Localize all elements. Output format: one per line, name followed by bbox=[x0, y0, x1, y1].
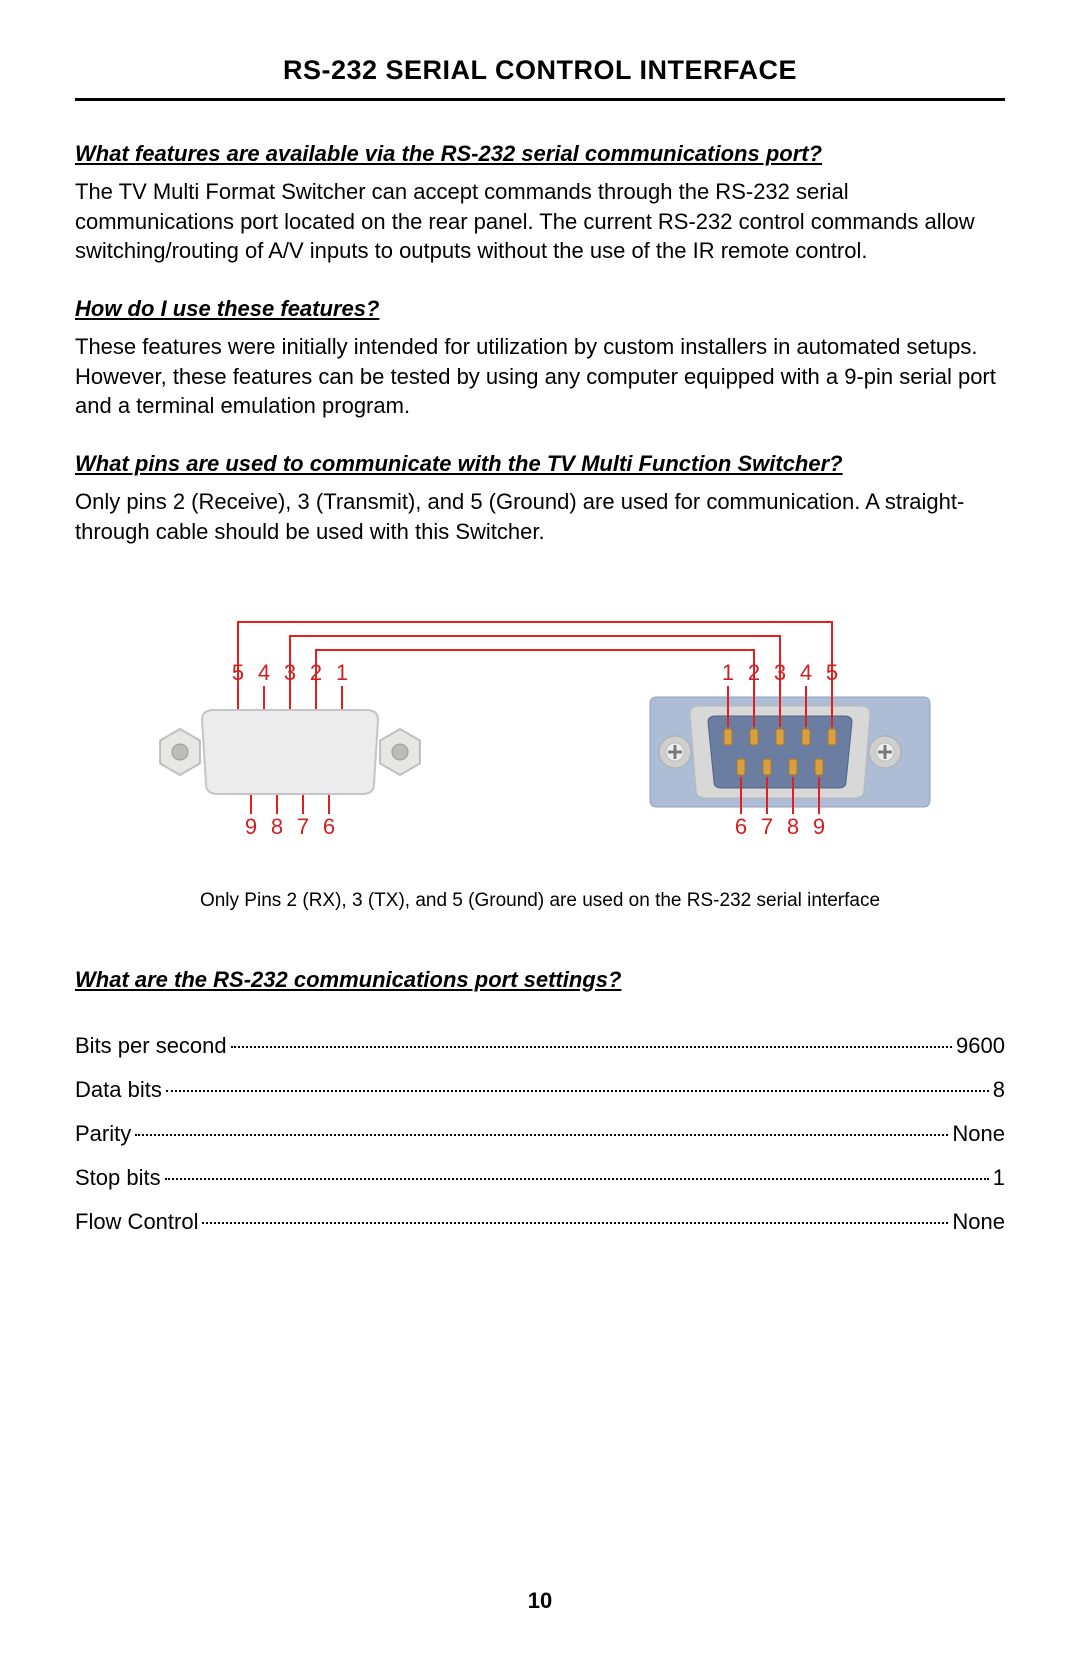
svg-text:2: 2 bbox=[310, 660, 322, 685]
question-4-heading: What are the RS-232 communications port … bbox=[75, 967, 1005, 993]
setting-value: 8 bbox=[993, 1077, 1005, 1103]
svg-text:6: 6 bbox=[323, 814, 335, 839]
question-3-body: Only pins 2 (Receive), 3 (Transmit), and… bbox=[75, 487, 1005, 546]
svg-text:6: 6 bbox=[735, 814, 747, 839]
setting-leader-dots bbox=[231, 1046, 952, 1048]
svg-text:8: 8 bbox=[271, 814, 283, 839]
page-title: RS-232 SERIAL CONTROL INTERFACE bbox=[75, 55, 1005, 101]
svg-text:5: 5 bbox=[826, 660, 838, 685]
setting-value: None bbox=[952, 1121, 1005, 1147]
setting-label: Bits per second bbox=[75, 1033, 227, 1059]
question-3-heading: What pins are used to communicate with t… bbox=[75, 451, 1005, 477]
svg-text:9: 9 bbox=[245, 814, 257, 839]
svg-text:4: 4 bbox=[800, 660, 812, 685]
document-page: RS-232 SERIAL CONTROL INTERFACE What fea… bbox=[0, 0, 1080, 1669]
settings-list: Bits per second 9600 Data bits 8 Parity No… bbox=[75, 1033, 1005, 1235]
svg-text:1: 1 bbox=[336, 660, 348, 685]
setting-leader-dots bbox=[135, 1134, 948, 1136]
setting-row: Bits per second 9600 bbox=[75, 1033, 1005, 1059]
setting-label: Stop bits bbox=[75, 1165, 161, 1191]
setting-label: Flow Control bbox=[75, 1209, 198, 1235]
svg-text:9: 9 bbox=[813, 814, 825, 839]
svg-text:8: 8 bbox=[787, 814, 799, 839]
question-2-body: These features were initially intended f… bbox=[75, 332, 1005, 421]
setting-row: Data bits 8 bbox=[75, 1077, 1005, 1103]
setting-row: Flow Control None bbox=[75, 1209, 1005, 1235]
setting-leader-dots bbox=[166, 1090, 989, 1092]
setting-value: 1 bbox=[993, 1165, 1005, 1191]
page-number: 10 bbox=[0, 1588, 1080, 1614]
question-2-heading: How do I use these features? bbox=[75, 296, 1005, 322]
question-1-body: The TV Multi Format Switcher can accept … bbox=[75, 177, 1005, 266]
setting-leader-dots bbox=[165, 1178, 989, 1180]
diagram-caption: Only Pins 2 (RX), 3 (TX), and 5 (Ground)… bbox=[75, 890, 1005, 912]
serial-pinout-svg: 54321 9876 12345 6789 bbox=[130, 602, 950, 872]
pinout-diagram: 54321 9876 12345 6789 Only Pins 2 (RX), … bbox=[75, 602, 1005, 912]
svg-text:3: 3 bbox=[284, 660, 296, 685]
svg-text:2: 2 bbox=[748, 660, 760, 685]
setting-value: None bbox=[952, 1209, 1005, 1235]
setting-label: Parity bbox=[75, 1121, 131, 1147]
setting-label: Data bits bbox=[75, 1077, 162, 1103]
setting-value: 9600 bbox=[956, 1033, 1005, 1059]
svg-text:4: 4 bbox=[258, 660, 270, 685]
question-1-heading: What features are available via the RS-2… bbox=[75, 141, 1005, 167]
svg-text:7: 7 bbox=[761, 814, 773, 839]
setting-leader-dots bbox=[202, 1222, 948, 1224]
svg-text:1: 1 bbox=[722, 660, 734, 685]
setting-row: Parity None bbox=[75, 1121, 1005, 1147]
setting-row: Stop bits 1 bbox=[75, 1165, 1005, 1191]
svg-text:7: 7 bbox=[297, 814, 309, 839]
svg-text:3: 3 bbox=[774, 660, 786, 685]
svg-text:5: 5 bbox=[232, 660, 244, 685]
